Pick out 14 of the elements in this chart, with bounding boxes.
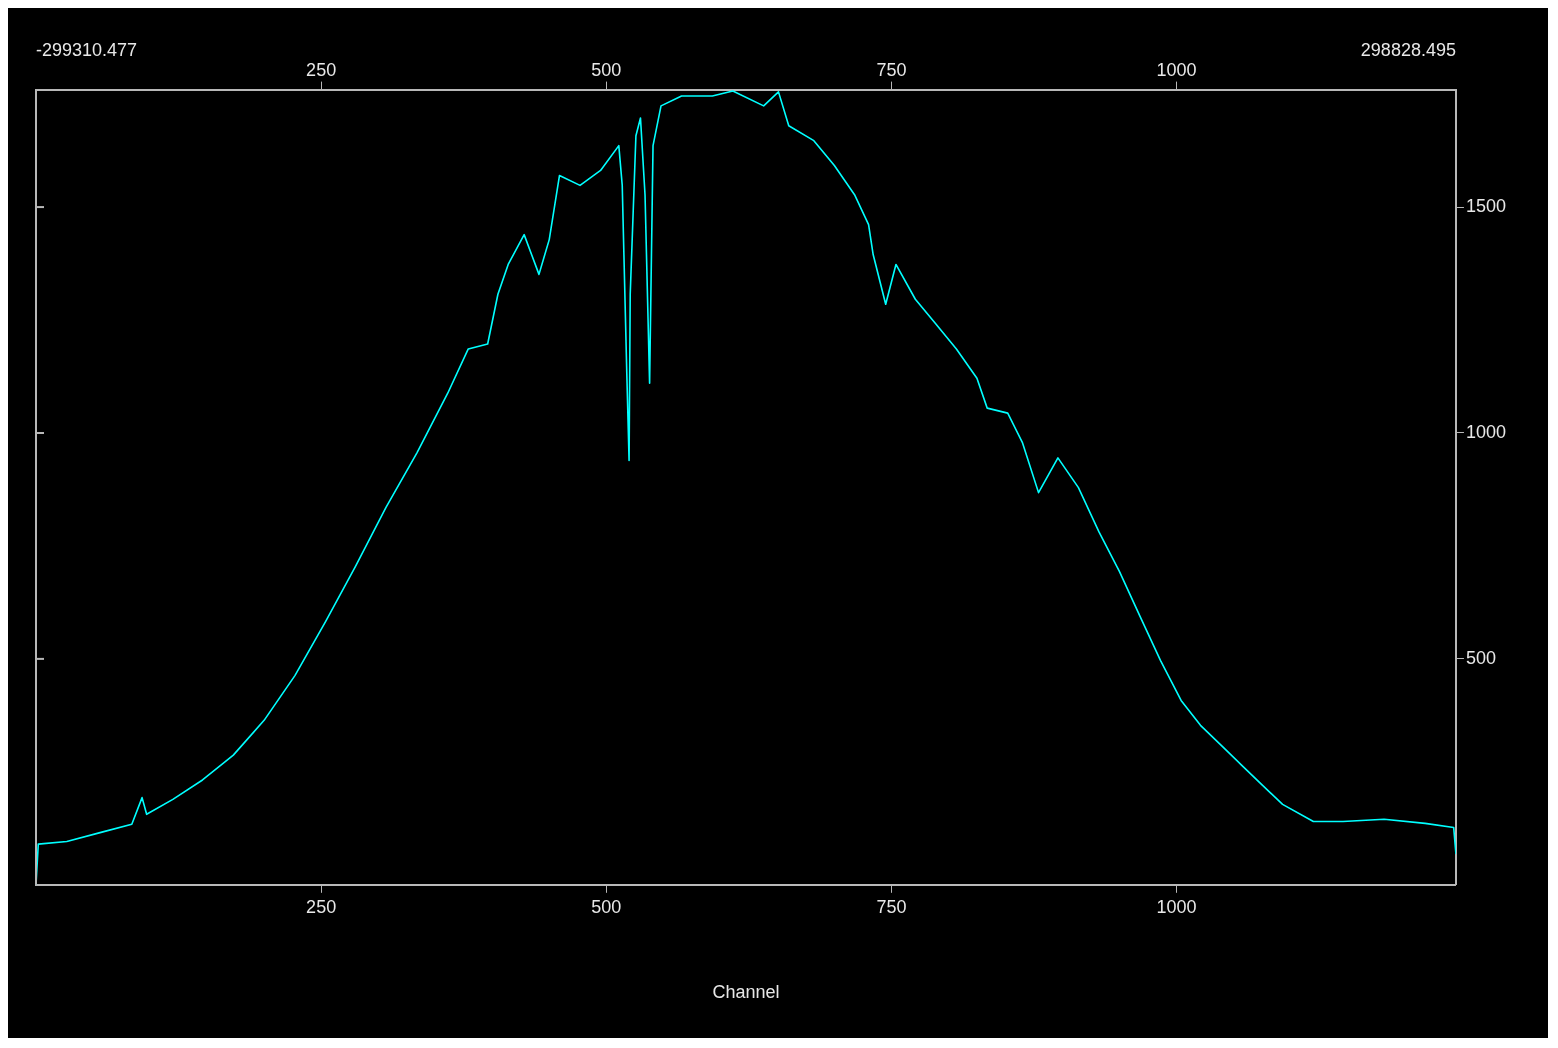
text: -299310.477 [36, 40, 138, 60]
x-tick-label: 750 [876, 59, 907, 80]
y-tick-label: 1000 [1465, 421, 1506, 442]
x-tick-label: 1000 [1156, 59, 1197, 80]
x2-tick-label: 1000 [1156, 896, 1197, 917]
y-tick-label: 500 [1465, 647, 1496, 668]
text: 298828.495 [1360, 40, 1456, 60]
x2-tick-label: 750 [876, 896, 907, 917]
y-tick-label: 1500 [1465, 196, 1506, 217]
x-tick-label: 500 [591, 59, 622, 80]
x-axis-title: Channel [712, 982, 780, 1003]
x-tick-label: 250 [306, 59, 337, 80]
x2-tick-label: 250 [306, 896, 337, 917]
x2-tick-label: 500 [591, 896, 622, 917]
